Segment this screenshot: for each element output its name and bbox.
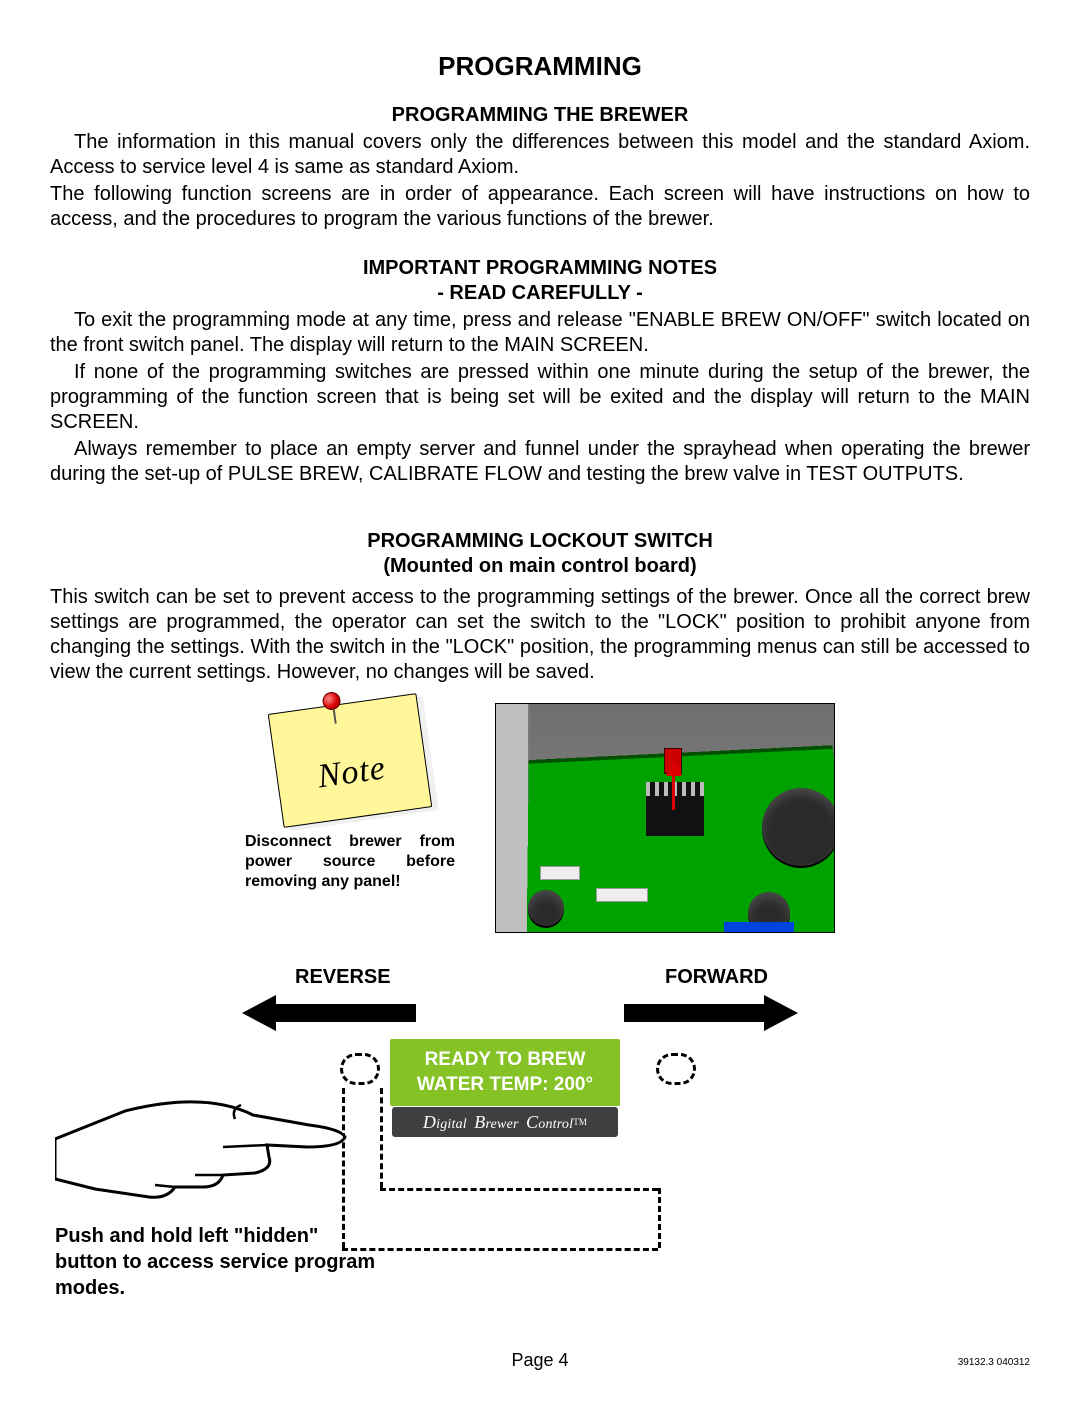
section2-p2: If none of the programming switches are … bbox=[50, 360, 1030, 435]
page-number: Page 4 bbox=[511, 1350, 568, 1370]
display-line2: WATER TEMP: 200° bbox=[400, 1072, 610, 1098]
control-board-image bbox=[495, 703, 835, 933]
arrow-left-icon bbox=[242, 995, 416, 1031]
section3-heading-l1: PROGRAMMING LOCKOUT SWITCH bbox=[50, 529, 1030, 554]
display-line1: READY TO BREW bbox=[400, 1047, 610, 1073]
push-hold-instruction: Push and hold left "hidden" button to ac… bbox=[55, 1223, 385, 1301]
reverse-label: REVERSE bbox=[295, 965, 391, 990]
cable-icon bbox=[724, 922, 794, 932]
note-caption: Disconnect brewer from power source befo… bbox=[245, 832, 455, 892]
page-footer: Page 4 39132.3 040312 bbox=[50, 1349, 1030, 1372]
section1-p1: The information in this manual covers on… bbox=[50, 130, 1030, 180]
sticky-note: Note bbox=[268, 693, 433, 828]
section2-heading-l1: IMPORTANT PROGRAMMING NOTES bbox=[50, 256, 1030, 281]
doc-id: 39132.3 040312 bbox=[958, 1357, 1030, 1370]
page-title: PROGRAMMING bbox=[50, 50, 1030, 83]
branding-label: Digital Brewer ControlTM bbox=[392, 1107, 618, 1137]
chassis-bracket bbox=[496, 704, 530, 932]
brand-rest-3: ontrol bbox=[538, 1117, 573, 1132]
callout-dash bbox=[380, 1188, 658, 1191]
brand-rest-1: igital bbox=[436, 1117, 467, 1132]
section3-heading-l2: (Mounted on main control board) bbox=[50, 554, 1030, 579]
section2-p1: To exit the programming mode at any time… bbox=[50, 308, 1030, 358]
capacitor-icon bbox=[762, 788, 835, 866]
section2-heading-l2: - READ CAREFULLY - bbox=[50, 281, 1030, 306]
callout-dash bbox=[380, 1088, 383, 1188]
brand-rest-2: rewer bbox=[485, 1117, 518, 1132]
callout-dash bbox=[342, 1248, 658, 1251]
brand-init-3: C bbox=[526, 1112, 538, 1132]
sticky-note-text: Note bbox=[276, 741, 428, 804]
brand-init-2: B bbox=[474, 1112, 485, 1132]
arrow-right-icon bbox=[624, 995, 798, 1031]
callout-dash bbox=[658, 1188, 661, 1248]
pointing-hand-icon bbox=[55, 1029, 355, 1229]
control-diagram: REVERSE FORWARD READY TO BREW WATER TEMP… bbox=[50, 963, 1030, 1323]
figure-row: Note Disconnect brewer from power source… bbox=[50, 703, 1030, 933]
brand-tm: TM bbox=[573, 1117, 587, 1127]
note-column: Note Disconnect brewer from power source… bbox=[245, 703, 455, 892]
section3-body: This switch can be set to prevent access… bbox=[50, 585, 1030, 685]
hidden-button-right[interactable] bbox=[656, 1053, 696, 1085]
header-pins-icon bbox=[646, 796, 704, 836]
forward-label: FORWARD bbox=[665, 965, 768, 990]
brand-init-1: D bbox=[423, 1112, 436, 1132]
section2-p3: Always remember to place an empty server… bbox=[50, 437, 1030, 487]
pushpin-icon bbox=[321, 690, 341, 710]
callout-arrow-icon bbox=[672, 774, 675, 810]
connector-icon bbox=[596, 888, 648, 902]
capacitor-icon bbox=[528, 890, 564, 926]
connector-icon bbox=[540, 866, 580, 880]
section1-heading: PROGRAMMING THE BREWER bbox=[50, 103, 1030, 128]
brewer-display: READY TO BREW WATER TEMP: 200° bbox=[390, 1039, 620, 1106]
section1-p2: The following function screens are in or… bbox=[50, 182, 1030, 232]
